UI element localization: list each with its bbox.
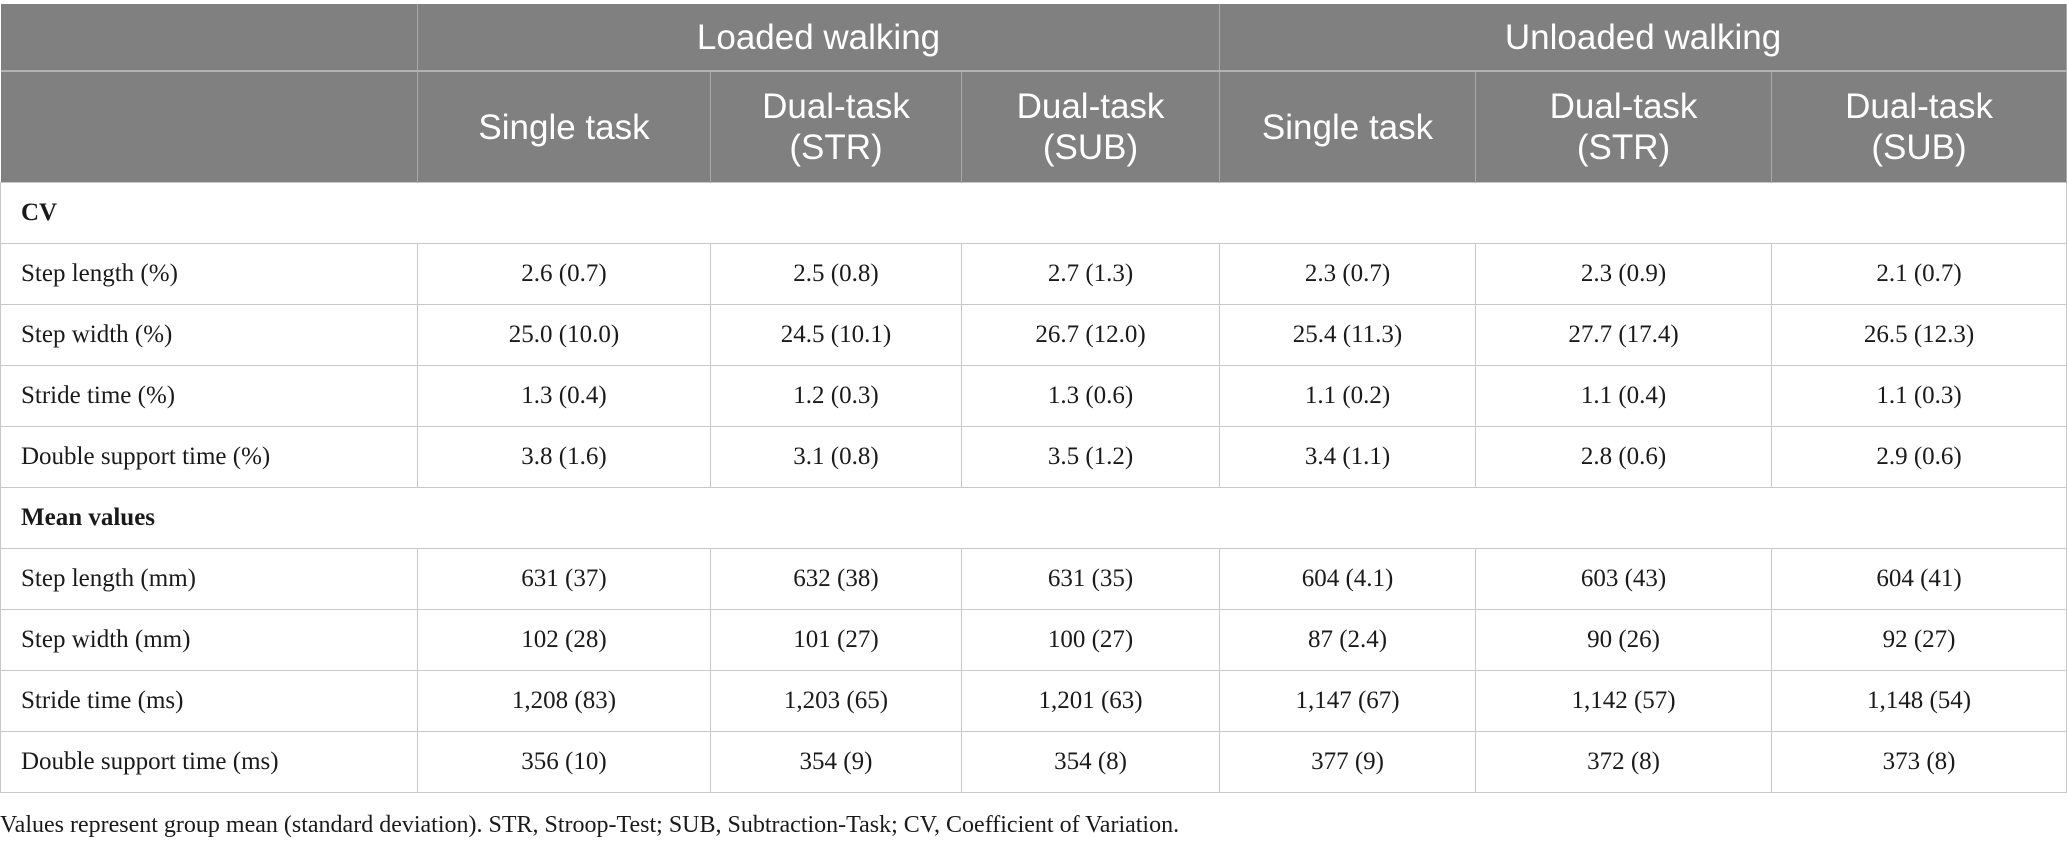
row-label: Double support time (%) [0,426,418,488]
table-cell: 2.3 (0.9) [1475,243,1773,305]
table-cell: 1,201 (63) [960,670,1221,732]
table-row: Step width (%) 25.0 (10.0) 24.5 (10.1) 2… [0,304,2067,366]
section-title: CV [0,182,2067,244]
table-row: Double support time (%) 3.8 (1.6) 3.1 (0… [0,426,2067,488]
row-label: Step length (mm) [0,548,418,610]
header-line: Single task [1261,107,1434,147]
row-label: Step width (mm) [0,609,418,671]
table-footnote: Values represent group mean (standard de… [0,812,1180,838]
table-cell: 631 (35) [960,548,1221,610]
table-cell: 24.5 (10.1) [710,304,962,366]
table-cell: 1.1 (0.3) [1771,365,2067,427]
table-cell: 354 (9) [710,731,962,793]
header-line: Dual-task [1549,87,1698,126]
header-line: Dual-task [762,87,910,126]
table-cell: 87 (2.4) [1219,609,1477,671]
header-loaded-dual-task-str: Dual-task (STR) [710,71,962,183]
header-unloaded-dual-task-sub: Dual-task (SUB) [1771,71,2067,183]
table-cell: 3.5 (1.2) [960,426,1221,488]
table-cell: 100 (27) [960,609,1221,671]
gait-variability-table: Loaded walking Unloaded walking Single t… [0,4,2067,793]
header-unloaded-dual-task-str: Dual-task (STR) [1475,71,1773,183]
table-cell: 1.1 (0.2) [1219,365,1477,427]
table-cell: 1.3 (0.4) [417,365,711,427]
header-condition-row: Single task Dual-task (STR) Dual-task (SUB… [0,71,2067,183]
row-label: Stride time (ms) [0,670,418,732]
header-line: (STR) [789,128,883,167]
table-cell: 2.8 (0.6) [1475,426,1773,488]
table-cell: 3.4 (1.1) [1219,426,1477,488]
table-row: Step length (mm) 631 (37) 632 (38) 631 (… [0,548,2067,610]
table-cell: 3.8 (1.6) [417,426,711,488]
table-header: Loaded walking Unloaded walking Single t… [0,4,2067,183]
table-cell: 604 (4.1) [1219,548,1477,610]
row-label: Step width (%) [0,304,418,366]
table-cell: 1,148 (54) [1771,670,2067,732]
table-cell: 90 (26) [1475,609,1773,671]
header-loaded-dual-task-sub: Dual-task (SUB) [960,71,1221,183]
table-cell: 25.0 (10.0) [417,304,711,366]
row-label: Stride time (%) [0,365,418,427]
table-cell: 1,208 (83) [417,670,711,732]
table-row: Double support time (ms) 356 (10) 354 (9… [0,731,2067,793]
row-label: Step length (%) [0,243,418,305]
header-line: Single task [478,107,650,147]
table-cell: 372 (8) [1475,731,1773,793]
header-group-unloaded: Unloaded walking [1219,4,2067,72]
section-title: Mean values [0,487,2067,549]
header-corner-cell [0,4,418,72]
header-loaded-single-task: Single task [417,71,711,183]
table-cell: 1,147 (67) [1219,670,1477,732]
table-cell: 1.3 (0.6) [960,365,1221,427]
table-cell: 2.5 (0.8) [710,243,962,305]
table-cell: 101 (27) [710,609,962,671]
table-cell: 1,142 (57) [1475,670,1773,732]
table-cell: 1,203 (65) [710,670,962,732]
section-row-cv: CV [0,182,2067,244]
section-row-mean-values: Mean values [0,487,2067,549]
table-cell: 2.9 (0.6) [1771,426,2067,488]
header-line: Dual-task [1845,87,1993,126]
row-label: Double support time (ms) [0,731,418,793]
header-line: (SUB) [1042,128,1139,167]
table-cell: 354 (8) [960,731,1221,793]
table-cell: 26.5 (12.3) [1771,304,2067,366]
table-row: Stride time (%) 1.3 (0.4) 1.2 (0.3) 1.3 … [0,365,2067,427]
table-cell: 1.2 (0.3) [710,365,962,427]
table-cell: 25.4 (11.3) [1219,304,1477,366]
table-cell: 631 (37) [417,548,711,610]
table-cell: 26.7 (12.0) [960,304,1221,366]
table-cell: 1.1 (0.4) [1475,365,1773,427]
table-cell: 2.1 (0.7) [1771,243,2067,305]
table-cell: 603 (43) [1475,548,1773,610]
table-cell: 102 (28) [417,609,711,671]
table-body: CV Step length (%) 2.6 (0.7) 2.5 (0.8) 2… [0,182,2067,793]
table-row: Step width (mm) 102 (28) 101 (27) 100 (2… [0,609,2067,671]
table-cell: 377 (9) [1219,731,1477,793]
table-cell: 2.7 (1.3) [960,243,1221,305]
table-cell: 2.3 (0.7) [1219,243,1477,305]
table-cell: 27.7 (17.4) [1475,304,1773,366]
header-line: Dual-task [1016,87,1165,126]
table-row: Stride time (ms) 1,208 (83) 1,203 (65) 1… [0,670,2067,732]
header-line: (STR) [1576,128,1671,167]
table-cell: 604 (41) [1771,548,2067,610]
header-group-row: Loaded walking Unloaded walking [0,4,2067,72]
table-cell: 2.6 (0.7) [417,243,711,305]
table-cell: 92 (27) [1771,609,2067,671]
table-row: Step length (%) 2.6 (0.7) 2.5 (0.8) 2.7 … [0,243,2067,305]
table-cell: 373 (8) [1771,731,2067,793]
table-cell: 356 (10) [417,731,711,793]
header-unloaded-single-task: Single task [1219,71,1477,183]
table-cell: 3.1 (0.8) [710,426,962,488]
header-group-loaded: Loaded walking [416,4,1221,72]
table-cell: 632 (38) [710,548,962,610]
header-line: (SUB) [1871,128,1967,167]
header-corner-cell-lower [0,71,418,183]
